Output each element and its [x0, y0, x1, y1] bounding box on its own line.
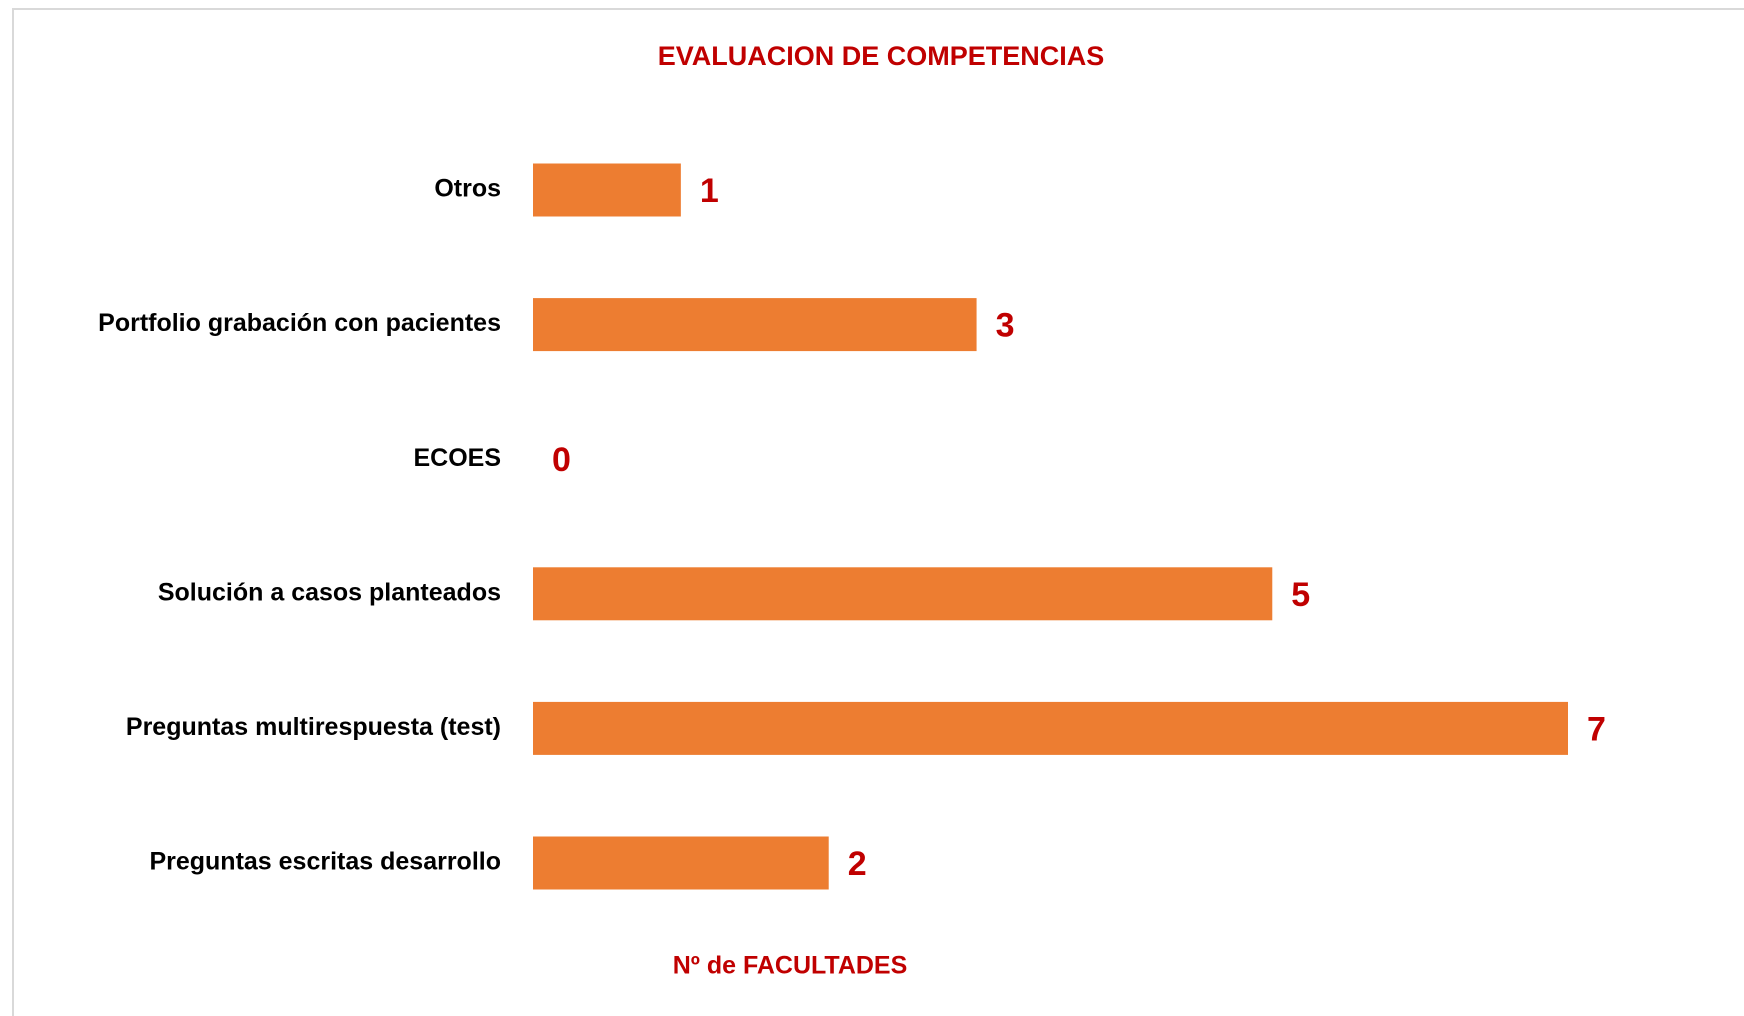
value-label: 0	[552, 441, 571, 479]
bar	[533, 163, 681, 217]
bar	[533, 298, 977, 352]
y-tick-label: Portfolio grabación con pacientes	[98, 309, 501, 337]
y-tick-label: Solución a casos planteados	[158, 578, 501, 606]
bar	[533, 701, 1568, 755]
y-tick-label: Preguntas escritas desarrollo	[149, 848, 501, 876]
value-label: 5	[1291, 576, 1310, 614]
y-tick-label: Otros	[434, 175, 501, 203]
chart-title: EVALUACION DE COMPETENCIAS	[658, 41, 1105, 71]
y-tick-label: ECOES	[413, 444, 501, 472]
bar	[533, 836, 829, 890]
value-label: 2	[848, 845, 867, 883]
value-label: 7	[1587, 710, 1606, 748]
y-tick-label: Preguntas multirespuesta (test)	[126, 713, 501, 741]
chart-frame	[12, 8, 1744, 1016]
value-label: 3	[996, 307, 1015, 345]
x-axis-label: Nº de FACULTADES	[673, 952, 908, 980]
bar	[533, 567, 1273, 621]
value-label: 1	[700, 172, 719, 210]
